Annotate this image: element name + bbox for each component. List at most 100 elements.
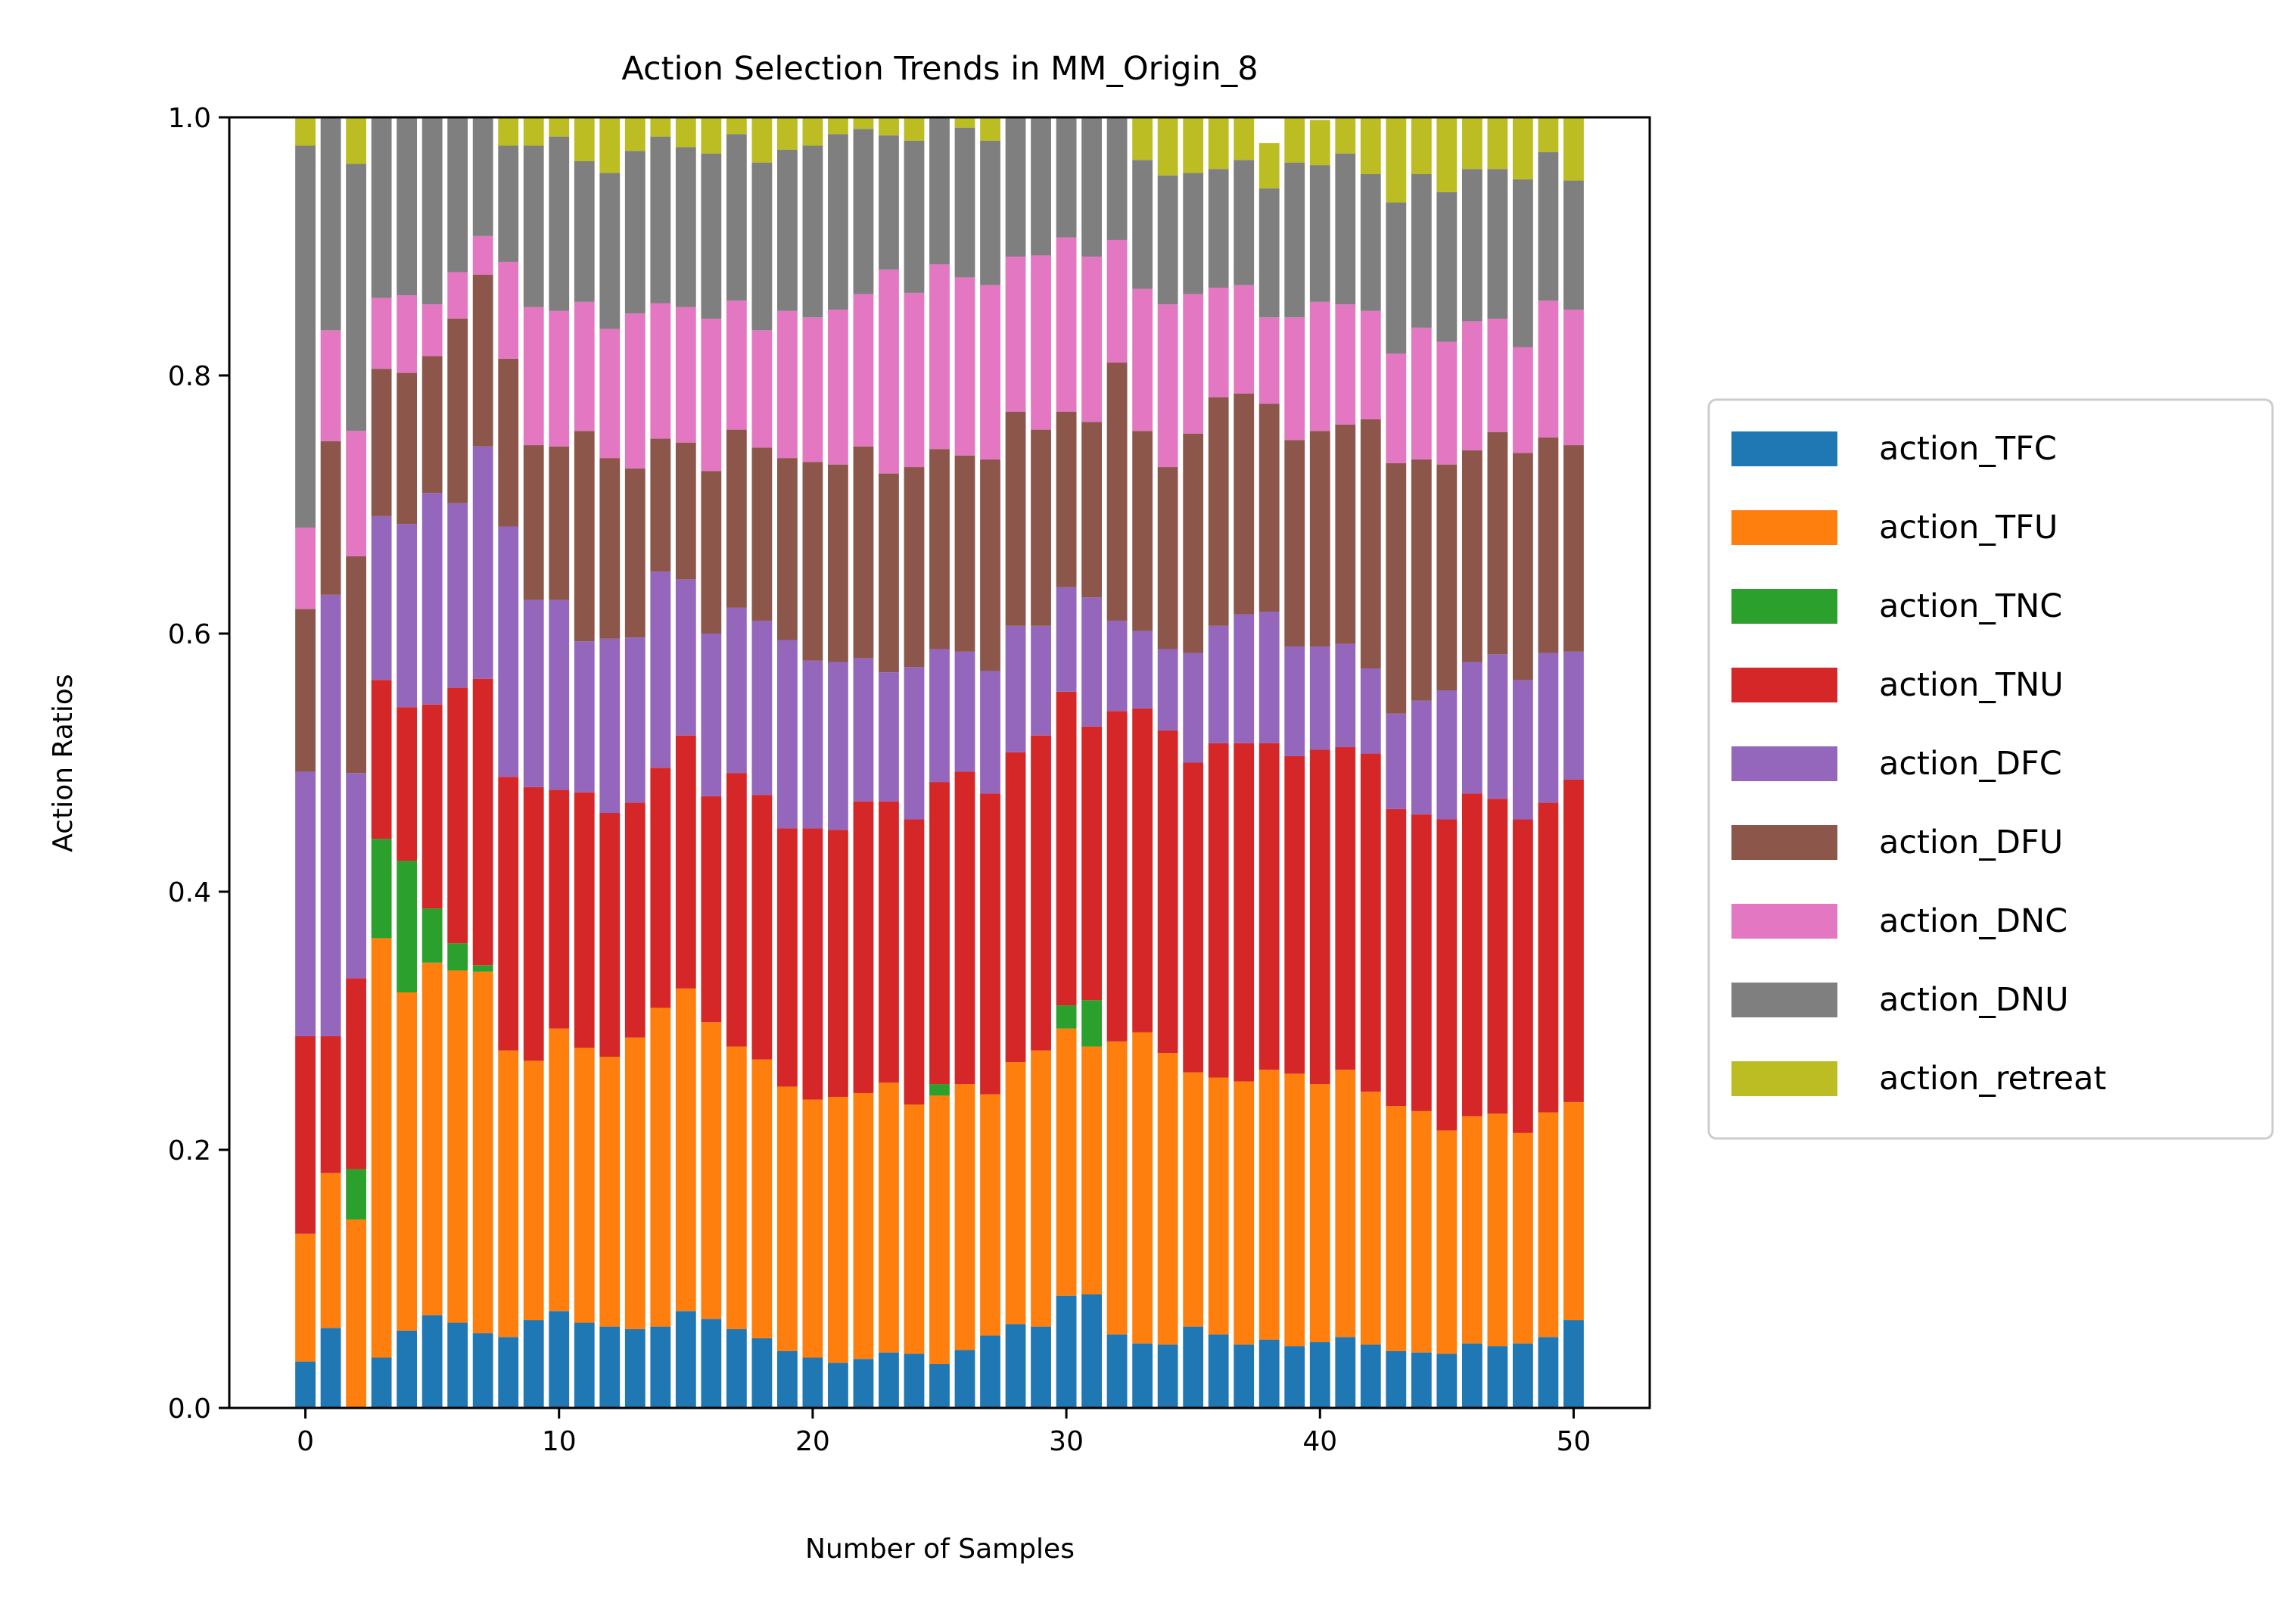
bar-segment-action_TFC-39 bbox=[1284, 1346, 1305, 1408]
bar-segment-action_TFC-5 bbox=[422, 1315, 443, 1408]
bar-segment-action_DFC-25 bbox=[929, 649, 950, 783]
bar-segment-action_DNC-27 bbox=[980, 285, 1000, 459]
bar-segment-action_retreat-24 bbox=[904, 117, 925, 141]
bar-segment-action_DNC-2 bbox=[346, 431, 366, 556]
bar-segment-action_DNU-11 bbox=[574, 160, 595, 302]
bar-segment-action_TFU-3 bbox=[371, 938, 392, 1358]
bar-segment-action_TNC-30 bbox=[1056, 1005, 1077, 1029]
bar-segment-action_DFC-46 bbox=[1461, 662, 1482, 794]
bar-segment-action_TFC-16 bbox=[701, 1319, 722, 1408]
bar-segment-action_DFC-0 bbox=[295, 771, 316, 1036]
bar-segment-action_TFC-0 bbox=[295, 1361, 316, 1408]
bar-segment-action_DFU-14 bbox=[650, 438, 671, 572]
bar-segment-action_TFC-12 bbox=[599, 1326, 621, 1408]
bar-segment-action_TFC-27 bbox=[980, 1335, 1000, 1408]
bar-segment-action_TFU-7 bbox=[472, 971, 493, 1334]
bar-segment-action_DNC-41 bbox=[1335, 304, 1356, 425]
bar-segment-action_DFC-6 bbox=[447, 503, 468, 688]
bar-segment-action_DNU-15 bbox=[675, 147, 696, 307]
bar-segment-action_TFU-6 bbox=[447, 970, 468, 1323]
bar-segment-action_DFU-30 bbox=[1056, 411, 1077, 587]
bar-segment-action_DFU-28 bbox=[1005, 411, 1026, 626]
bar-segment-action_TNU-40 bbox=[1309, 749, 1330, 1085]
bar-segment-action_DNU-37 bbox=[1234, 160, 1255, 285]
bar-segment-action_TNU-23 bbox=[879, 801, 899, 1083]
bar-segment-action_TNU-1 bbox=[320, 1036, 341, 1173]
bar-segment-action_DNC-23 bbox=[879, 269, 899, 474]
bar-segment-action_DFC-29 bbox=[1031, 625, 1051, 736]
legend-label-action_DNC: action_DNC bbox=[1879, 902, 2067, 940]
bar-segment-action_DFC-11 bbox=[574, 641, 595, 793]
plot-frame bbox=[228, 116, 1651, 1409]
bar-segment-action_DFU-19 bbox=[776, 458, 798, 640]
bar-segment-action_TFU-13 bbox=[624, 1037, 646, 1329]
bar-segment-action_TNC-31 bbox=[1081, 1000, 1103, 1047]
bar-segment-action_retreat-41 bbox=[1335, 117, 1356, 154]
bar-segment-action_TFU-48 bbox=[1513, 1132, 1533, 1344]
bar-segment-action_DFU-21 bbox=[828, 464, 848, 662]
bar-segment-action_TFC-15 bbox=[675, 1311, 696, 1409]
bar-segment-action_DNU-13 bbox=[624, 151, 646, 314]
bar-segment-action_DNC-12 bbox=[599, 329, 621, 459]
bar-segment-action_DFC-50 bbox=[1563, 651, 1584, 780]
bar-segment-action_DFC-14 bbox=[650, 572, 671, 768]
bar-segment-action_DNU-26 bbox=[954, 127, 975, 278]
bar-segment-action_DFC-4 bbox=[397, 524, 418, 708]
bar-segment-action_DFC-1 bbox=[320, 594, 341, 1036]
bar-segment-action_DNC-38 bbox=[1258, 317, 1280, 404]
bar-segment-action_retreat-2 bbox=[346, 117, 366, 164]
bar-segment-action_TFU-27 bbox=[980, 1094, 1000, 1336]
bar-segment-action_retreat-14 bbox=[650, 117, 671, 137]
bar-segment-action_TFC-21 bbox=[828, 1363, 848, 1408]
bar-segment-action_TFC-44 bbox=[1411, 1352, 1432, 1408]
bar-segment-action_DFU-3 bbox=[371, 369, 392, 516]
bar-segment-action_DFC-16 bbox=[701, 634, 722, 796]
bar-segment-action_DNC-26 bbox=[954, 277, 975, 456]
bar-segment-action_TFC-33 bbox=[1132, 1343, 1153, 1408]
bar-segment-action_DFU-41 bbox=[1335, 424, 1356, 644]
bar-segment-action_TFC-28 bbox=[1005, 1324, 1026, 1408]
bar-segment-action_DNU-7 bbox=[472, 117, 493, 236]
bar-segment-action_TNU-32 bbox=[1106, 711, 1128, 1042]
bar-segment-action_DFU-40 bbox=[1309, 431, 1330, 647]
bar-segment-action_TNU-11 bbox=[574, 792, 595, 1048]
bar-segment-action_DNU-4 bbox=[397, 117, 418, 296]
bar-segment-action_DFC-34 bbox=[1157, 649, 1178, 730]
bar-segment-action_DNC-44 bbox=[1411, 327, 1432, 459]
x-tick-label: 0 bbox=[297, 1426, 314, 1457]
bar-segment-action_TFU-8 bbox=[498, 1050, 519, 1338]
y-tick-label: 1.0 bbox=[168, 103, 211, 134]
bar-segment-action_DFU-1 bbox=[320, 441, 341, 595]
bar-segment-action_TNU-48 bbox=[1513, 819, 1533, 1133]
x-tick-label: 40 bbox=[1302, 1426, 1337, 1457]
bar-segment-action_TNU-4 bbox=[397, 707, 418, 861]
bar-segment-action_DNC-25 bbox=[929, 264, 950, 450]
bar-segment-action_DFU-9 bbox=[523, 445, 544, 600]
bar-segment-action_TFC-4 bbox=[397, 1330, 418, 1408]
bar-segment-action_TFC-14 bbox=[650, 1326, 671, 1408]
bar-segment-action_DFU-13 bbox=[624, 468, 646, 638]
x-tick-label: 10 bbox=[542, 1426, 577, 1457]
bar-segment-action_DNC-28 bbox=[1005, 257, 1026, 412]
bar-segment-action_TFC-22 bbox=[853, 1359, 874, 1408]
bar-segment-action_TNC-6 bbox=[447, 943, 468, 971]
bar-segment-action_DNU-24 bbox=[904, 140, 925, 293]
bar-segment-action_DNU-1 bbox=[320, 117, 341, 331]
bar-segment-action_DNC-13 bbox=[624, 313, 646, 469]
bar-segment-action_DNU-47 bbox=[1487, 169, 1508, 319]
bar-segment-action_DFC-36 bbox=[1208, 625, 1229, 743]
bar-segment-action_TFU-28 bbox=[1005, 1062, 1026, 1325]
bar-segment-action_DNC-29 bbox=[1031, 255, 1051, 430]
bar-segment-action_TNC-7 bbox=[472, 965, 493, 972]
bar-segment-action_DFC-8 bbox=[498, 526, 519, 777]
bar-segment-action_DFU-15 bbox=[675, 442, 696, 580]
bar-segment-action_TFC-10 bbox=[549, 1311, 570, 1409]
bar-segment-action_DFU-46 bbox=[1461, 450, 1482, 662]
bar-segment-action_DFU-36 bbox=[1208, 397, 1229, 626]
bar-segment-action_DNC-22 bbox=[853, 294, 874, 447]
bar-segment-action_TNU-15 bbox=[675, 735, 696, 989]
bar-segment-action_TFC-11 bbox=[574, 1322, 595, 1408]
bar-segment-action_TNU-50 bbox=[1563, 779, 1584, 1102]
bar-segment-action_DNU-43 bbox=[1386, 202, 1407, 354]
bar-segment-action_retreat-50 bbox=[1563, 117, 1584, 181]
